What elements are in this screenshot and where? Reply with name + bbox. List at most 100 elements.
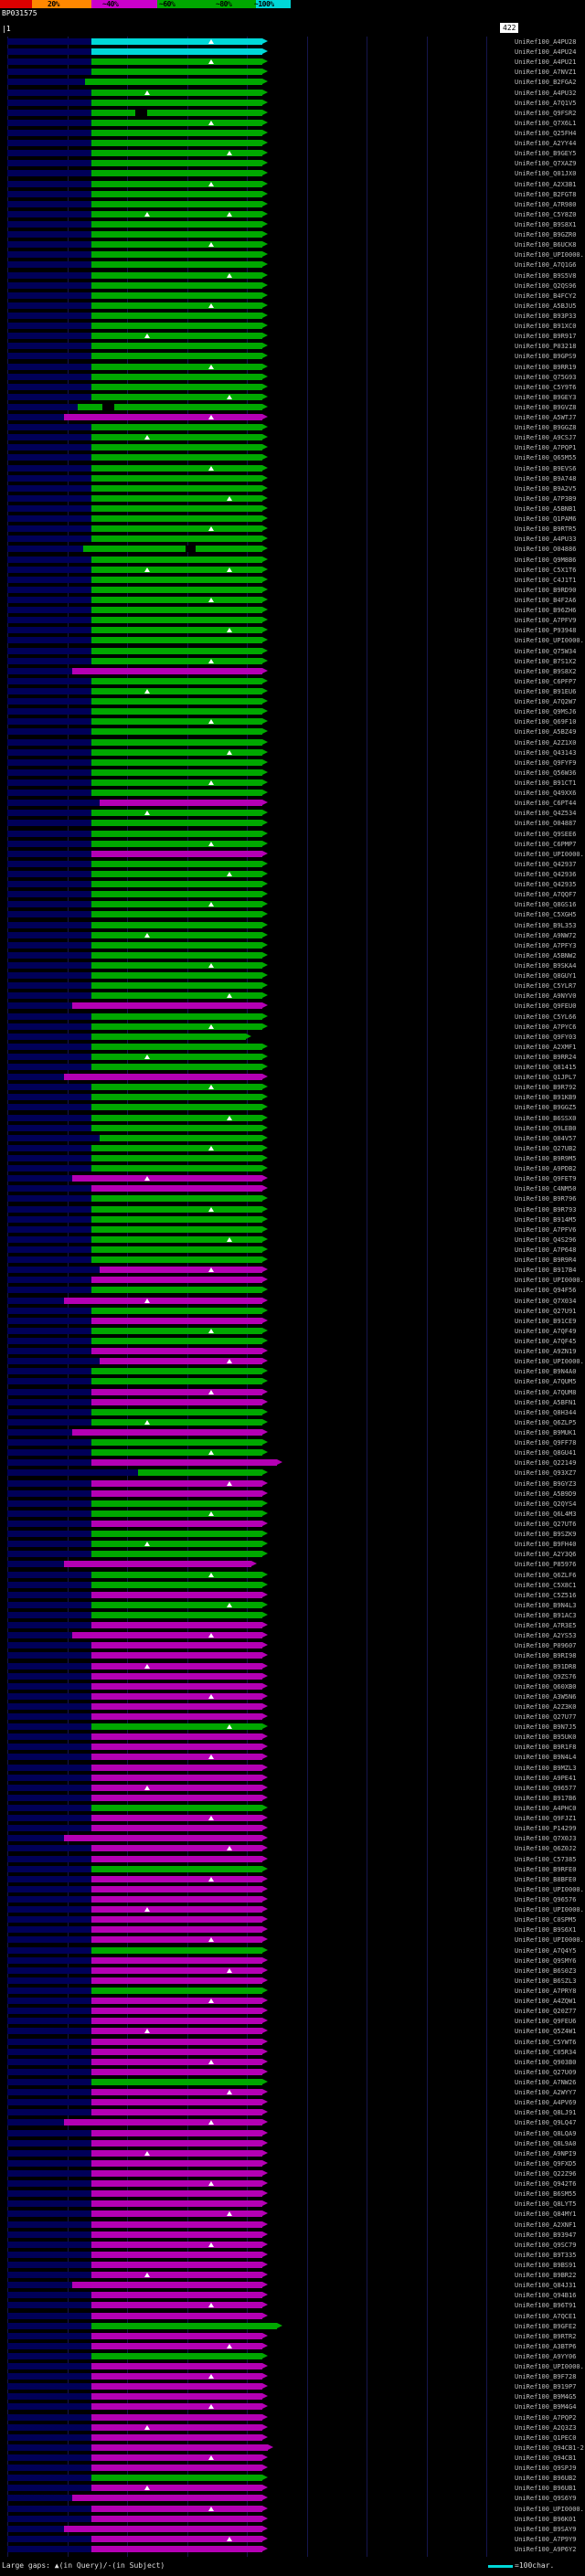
hit-bar[interactable]	[90, 302, 263, 309]
hit-bar[interactable]	[90, 69, 263, 76]
hit-bar[interactable]	[90, 566, 263, 573]
hit-label[interactable]: UniRef100_B9FH40	[515, 1541, 577, 1549]
hit-label[interactable]: UniRef100_C5X8C1	[515, 1581, 577, 1589]
hit-label[interactable]: UniRef100_Q8LYT5	[515, 2200, 577, 2209]
hit-label[interactable]: UniRef100_B9GGZ8	[515, 424, 577, 432]
hit-bar[interactable]	[90, 931, 263, 938]
hit-label[interactable]: UniRef100_B919P7	[515, 2383, 577, 2391]
hit-label[interactable]: UniRef100_A5B9D9	[515, 1489, 577, 1498]
hit-label[interactable]: UniRef100_B2FGA2	[515, 79, 577, 87]
hit-bar[interactable]	[90, 2210, 263, 2218]
hit-label[interactable]: UniRef100_A5BJU5	[515, 302, 577, 310]
hit-bar[interactable]	[90, 1215, 263, 1223]
hit-bar[interactable]	[90, 921, 263, 928]
hit-label[interactable]: UniRef100_A2Y3Q6	[515, 1551, 577, 1559]
hit-bar[interactable]	[90, 2373, 263, 2380]
hit-label[interactable]: UniRef100_B9MZL3	[515, 1764, 577, 1772]
hit-bar[interactable]	[90, 1662, 263, 1670]
hit-label[interactable]: UniRef100_B9M4G5	[515, 2393, 577, 2401]
hit-label[interactable]: UniRef100_P09607	[515, 1642, 577, 1650]
hit-label[interactable]: UniRef100_C4J1T1	[515, 576, 577, 584]
hit-bar[interactable]	[90, 2038, 263, 2045]
hit-label[interactable]: UniRef100_A5BZ49	[515, 728, 577, 737]
hit-label[interactable]: UniRef100_B9GFE2	[515, 2322, 577, 2330]
hit-label[interactable]: UniRef100_Q6Z0J2	[515, 1845, 577, 1853]
hit-bar[interactable]	[90, 1165, 263, 1172]
hit-bar[interactable]	[90, 1235, 263, 1243]
hit-bar[interactable]	[90, 556, 263, 563]
hit-label[interactable]: UniRef100_A5WTJ7	[515, 414, 577, 422]
hit-label[interactable]: UniRef100_A9YY06	[515, 2352, 577, 2360]
hit-bar[interactable]	[90, 1855, 263, 1862]
hit-bar[interactable]	[90, 2272, 263, 2279]
hit-label[interactable]: UniRef100_A4PV69	[515, 2099, 577, 2107]
hit-bar[interactable]	[90, 2363, 263, 2370]
hit-bar[interactable]	[71, 1632, 263, 1639]
hit-label[interactable]: UniRef100_Q4Z534	[515, 810, 577, 818]
hit-label[interactable]: UniRef100_UPI0000...	[515, 850, 584, 858]
hit-label[interactable]: UniRef100_Q8LQA9	[515, 2129, 577, 2137]
hit-label[interactable]: UniRef100_A7PRY8	[515, 1988, 577, 1995]
hit-bar[interactable]	[90, 982, 263, 990]
hit-label[interactable]: UniRef100_Q8GS16	[515, 901, 577, 909]
hit-label[interactable]: UniRef100_Q9FYF9	[515, 758, 577, 767]
hit-bar[interactable]	[90, 210, 263, 217]
hit-label[interactable]: UniRef100_Q27U09	[515, 2068, 577, 2076]
hit-label[interactable]: UniRef100_Q42937	[515, 860, 577, 868]
hit-label[interactable]: UniRef100_B9GGZ5	[515, 1104, 577, 1112]
hit-bar[interactable]	[90, 607, 263, 614]
hit-label[interactable]: UniRef100_B9GEY3	[515, 393, 577, 401]
hit-bar[interactable]	[90, 2048, 263, 2055]
hit-bar[interactable]	[90, 1408, 263, 1415]
hit-label[interactable]: UniRef100_B9F728	[515, 2373, 577, 2381]
hit-bar[interactable]	[90, 2433, 263, 2441]
hit-label[interactable]: UniRef100_Q84V57	[515, 1134, 577, 1142]
hit-label[interactable]: UniRef100_B9MUK1	[515, 1428, 577, 1436]
hit-label[interactable]: UniRef100_A7Q1V5	[515, 99, 577, 107]
hit-label[interactable]: UniRef100_Q43143	[515, 748, 577, 757]
hit-label[interactable]: UniRef100_A7P648	[515, 1246, 577, 1255]
hit-label[interactable]: UniRef100_P93948	[515, 627, 577, 635]
hit-bar[interactable]	[90, 2515, 263, 2522]
hit-label[interactable]: UniRef100_Q9SC79	[515, 2241, 577, 2249]
hit-bar[interactable]	[90, 748, 263, 756]
hit-bar[interactable]	[90, 870, 263, 877]
hit-label[interactable]: UniRef100_B6SZL3	[515, 1977, 577, 1985]
hit-bar[interactable]	[90, 2332, 263, 2339]
hit-label[interactable]: UniRef100_B9M4G4	[515, 2403, 577, 2412]
hit-bar[interactable]	[90, 2089, 263, 2096]
hit-bar[interactable]	[90, 1896, 263, 1903]
hit-bar[interactable]	[90, 1692, 263, 1700]
hit-bar[interactable]	[90, 1713, 263, 1721]
hit-label[interactable]: UniRef100_Q9M8B6	[515, 556, 577, 564]
hit-label[interactable]: UniRef100_A2Z1X0	[515, 738, 577, 747]
hit-label[interactable]: UniRef100_A7QF49	[515, 1327, 577, 1335]
hit-bar[interactable]	[90, 2505, 263, 2512]
hit-bar[interactable]	[90, 860, 263, 867]
hit-label[interactable]: UniRef100_B9S8X2	[515, 667, 577, 675]
hit-bar[interactable]	[90, 2159, 263, 2167]
hit-bar[interactable]	[90, 424, 263, 431]
hit-label[interactable]: UniRef100_B9R9M5	[515, 1155, 577, 1163]
hit-label[interactable]: UniRef100_Q1JPL7	[515, 1074, 577, 1082]
hit-label[interactable]: UniRef100_B9SAY9	[515, 2525, 577, 2533]
hit-label[interactable]: UniRef100_A9NW72	[515, 931, 577, 939]
hit-label[interactable]: UniRef100_B4FCY2	[515, 292, 577, 300]
hit-bar[interactable]	[90, 1114, 263, 1121]
hit-bar[interactable]	[90, 677, 263, 684]
hit-bar[interactable]	[90, 2535, 263, 2542]
hit-bar[interactable]	[90, 1084, 263, 1091]
hit-bar[interactable]	[90, 323, 263, 330]
hit-bar[interactable]	[90, 840, 263, 847]
hit-bar[interactable]	[90, 1764, 263, 1771]
hit-bar[interactable]	[63, 2119, 263, 2126]
hit-bar[interactable]	[90, 1439, 263, 1447]
hit-bar[interactable]	[90, 1338, 263, 1344]
hit-bar[interactable]	[90, 597, 263, 604]
hit-bar[interactable]	[90, 1966, 263, 1974]
hit-bar[interactable]	[90, 881, 263, 888]
hit-label[interactable]: UniRef100_UPI0000...	[515, 1936, 584, 1945]
hit-bar[interactable]	[90, 353, 263, 360]
hit-label[interactable]: UniRef100_Q7XAZ9	[515, 160, 577, 168]
hit-label[interactable]: UniRef100_B91DR8	[515, 1662, 577, 1670]
